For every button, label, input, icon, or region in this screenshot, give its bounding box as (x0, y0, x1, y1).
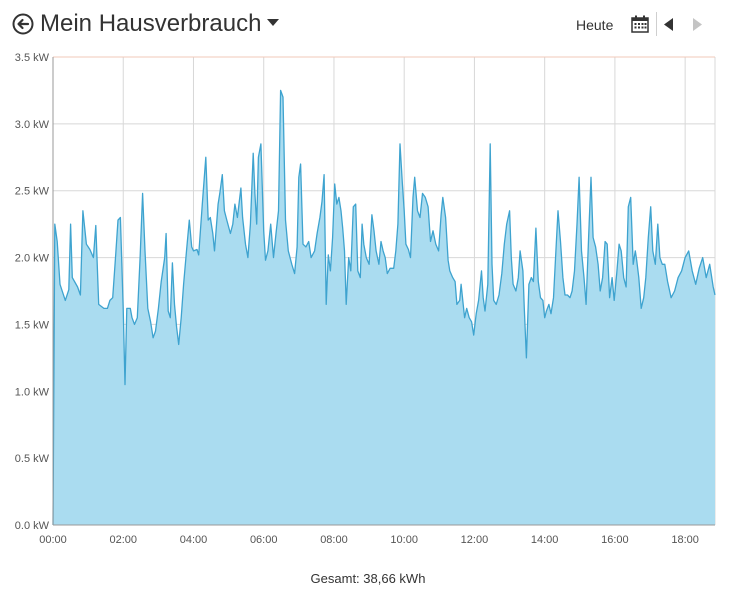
today-button[interactable]: Heute (576, 17, 614, 33)
consumption-chart: 0.0 kW 0.5 kW 1.0 kW 1.5 kW 2.0 kW 2.5 kW 3.0 … (15, 52, 716, 546)
y-tick-label: 3.5 kW (15, 52, 50, 64)
y-tick-label: 1.0 kW (15, 386, 50, 398)
caret-down-icon[interactable] (267, 19, 279, 27)
triangle-right-icon[interactable] (691, 18, 703, 31)
x-tick-label: 10:00 (390, 534, 418, 546)
y-tick-label: 0.0 kW (15, 520, 50, 532)
triangle-left-icon[interactable] (663, 18, 675, 31)
x-tick-label: 06:00 (250, 534, 278, 546)
y-tick-label: 0.5 kW (15, 453, 50, 465)
series-area (53, 90, 715, 526)
series-line (52, 89, 716, 526)
x-tick-label: 18:00 (671, 534, 699, 546)
toolbar-divider (656, 12, 657, 36)
header: Mein Hausverbrauch Heute (0, 0, 736, 50)
x-tick-label: 08:00 (320, 534, 348, 546)
x-tick-label: 00:00 (39, 534, 67, 546)
total-consumption: Gesamt: 38,66 kWh (310, 571, 426, 586)
x-tick-label: 12:00 (461, 534, 489, 546)
x-tick-label: 14:00 (531, 534, 559, 546)
y-tick-label: 3.0 kW (15, 119, 50, 131)
x-tick-label: 02:00 (109, 534, 137, 546)
y-tick-labels: 0.0 kW 0.5 kW 1.0 kW 1.5 kW 2.0 kW 2.5 kW 3.0 … (15, 52, 50, 532)
x-tick-label: 04:00 (180, 534, 208, 546)
y-tick-label: 2.5 kW (15, 186, 50, 198)
calendar-icon[interactable] (631, 15, 649, 33)
x-tick-label: 16:00 (601, 534, 629, 546)
axes (52, 57, 715, 526)
y-tick-label: 1.5 kW (15, 319, 50, 331)
x-tick-labels: 00:00 02:00 04:00 06:00 08:00 10:00 12:00 14:00… (39, 534, 699, 546)
back-circle-arrow-icon[interactable] (12, 13, 34, 35)
page-title: Mein Hausverbrauch (40, 10, 262, 37)
y-tick-label: 2.0 kW (15, 253, 50, 265)
